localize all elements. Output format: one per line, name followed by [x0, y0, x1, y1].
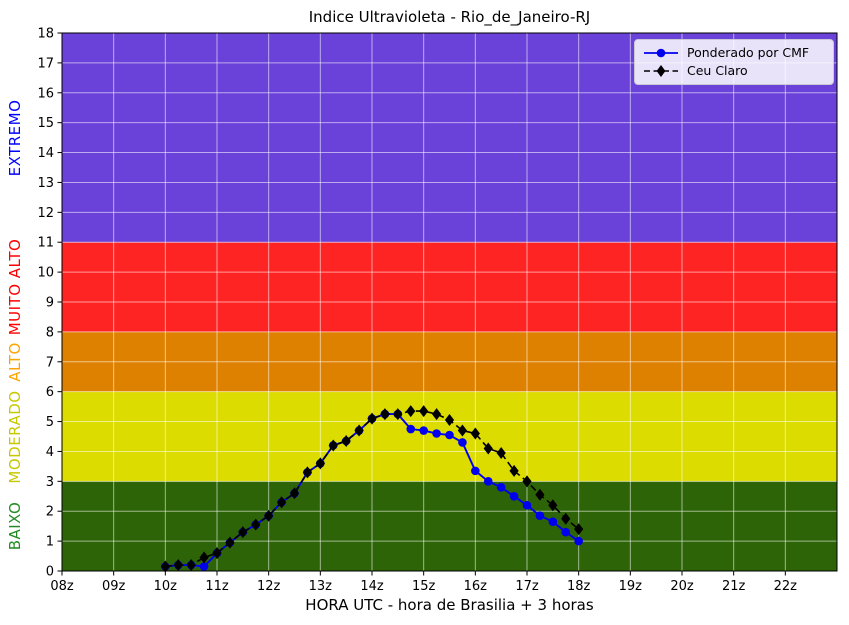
- data-point: [212, 547, 222, 560]
- data-point: [535, 511, 545, 521]
- x-axis-label: HORA UTC - hora de Brasilia + 3 horas: [305, 596, 594, 614]
- data-point: [289, 487, 300, 500]
- data-point: [535, 488, 545, 501]
- y-tick-label: 16: [37, 86, 54, 101]
- x-tick-label: 11z: [205, 579, 229, 594]
- y-tick-label: 0: [46, 565, 54, 580]
- data-point: [406, 405, 416, 418]
- x-tick-label: 08z: [50, 579, 74, 594]
- legend-label-ponderado-cmf: Ponderado por CMF: [687, 45, 810, 60]
- chart-title: Indice Ultravioleta - Rio_de_Janeiro-RJ: [308, 8, 591, 26]
- data-point: [251, 518, 261, 531]
- data-point: [406, 424, 416, 434]
- data-point: [186, 559, 196, 572]
- data-point: [225, 536, 235, 549]
- data-point: [341, 434, 351, 447]
- x-tick-label: 22z: [774, 579, 798, 594]
- x-tick-label: 09z: [102, 579, 126, 594]
- band-muito-alto: [62, 242, 837, 332]
- x-tick-label: 15z: [412, 579, 436, 594]
- data-point: [548, 499, 558, 512]
- data-point: [419, 426, 428, 435]
- data-point: [457, 424, 468, 437]
- data-point: [380, 408, 390, 421]
- y-tick-label: 7: [46, 355, 54, 370]
- y-tick-label: 6: [46, 385, 54, 400]
- data-point: [393, 408, 403, 421]
- data-point: [561, 512, 571, 525]
- data-point: [264, 509, 274, 522]
- x-tick-label: 19z: [619, 579, 643, 594]
- data-point: [431, 408, 442, 421]
- y-tick-label: 5: [46, 415, 54, 430]
- data-point: [302, 466, 313, 479]
- legend-label-ceu-claro: Ceu Claro: [687, 63, 748, 78]
- legend: Ponderado por CMF Ceu Claro: [634, 39, 834, 85]
- data-point: [160, 560, 170, 573]
- data-point: [483, 442, 493, 455]
- data-point: [574, 536, 583, 546]
- data-point: [496, 446, 506, 459]
- y-tick-label: 13: [37, 176, 54, 191]
- data-point: [419, 405, 429, 418]
- x-tick-label: 12z: [257, 579, 281, 594]
- data-point: [471, 466, 480, 476]
- data-point: [509, 464, 519, 477]
- data-point: [315, 457, 325, 470]
- data-point: [522, 500, 532, 510]
- x-tick-label: 13z: [309, 579, 333, 594]
- data-point: [458, 438, 467, 447]
- data-point: [444, 414, 455, 427]
- series-ceu-claro: [160, 405, 584, 573]
- x-tick-label: 20z: [670, 579, 694, 594]
- data-point: [509, 491, 519, 501]
- x-tick-label: 10z: [154, 579, 178, 594]
- y-tick-label: 2: [46, 505, 54, 520]
- data-point: [173, 559, 183, 572]
- x-tick-label: 17z: [515, 579, 539, 594]
- x-tick-label: 14z: [360, 579, 384, 594]
- legend-marker-dashed-diamond-icon: [644, 65, 678, 77]
- y-tick-label: 8: [46, 325, 54, 340]
- y-tick-label: 4: [46, 445, 54, 460]
- y-tick-label: 10: [37, 266, 54, 281]
- data-point: [561, 527, 571, 537]
- y-tick-label: 14: [37, 146, 54, 161]
- y-tick-label: 12: [37, 206, 54, 221]
- gridlines: [62, 33, 837, 571]
- x-tick-label: 21z: [722, 579, 746, 594]
- y-tick-label: 15: [37, 116, 54, 131]
- y-tick-label: 9: [46, 296, 54, 311]
- legend-item-ceu-claro: Ceu Claro: [643, 63, 825, 79]
- x-tick-label: 16z: [464, 579, 488, 594]
- y-tick-label: 11: [37, 236, 54, 251]
- legend-marker-line-circle-icon: [644, 48, 678, 58]
- x-tick-label: 18z: [567, 579, 591, 594]
- data-point: [574, 523, 584, 536]
- data-point: [548, 517, 558, 526]
- data-point: [354, 424, 364, 437]
- y-tick-label: 17: [37, 56, 54, 71]
- y-tick-label: 3: [46, 475, 54, 490]
- data-point: [432, 429, 441, 438]
- data-point: [199, 562, 209, 571]
- data-point: [238, 526, 248, 539]
- band-baixo: [62, 481, 837, 571]
- data-point: [496, 483, 506, 492]
- data-point: [276, 496, 287, 509]
- data-point: [367, 412, 377, 425]
- y-tick-label: 18: [37, 27, 54, 42]
- data-point: [328, 439, 338, 452]
- data-point: [470, 427, 480, 440]
- y-tick-label: 1: [46, 535, 54, 550]
- data-point: [522, 475, 532, 488]
- data-point: [445, 430, 454, 440]
- data-point: [199, 551, 209, 564]
- data-point: [483, 477, 493, 486]
- legend-item-ponderado-cmf: Ponderado por CMF: [643, 45, 825, 61]
